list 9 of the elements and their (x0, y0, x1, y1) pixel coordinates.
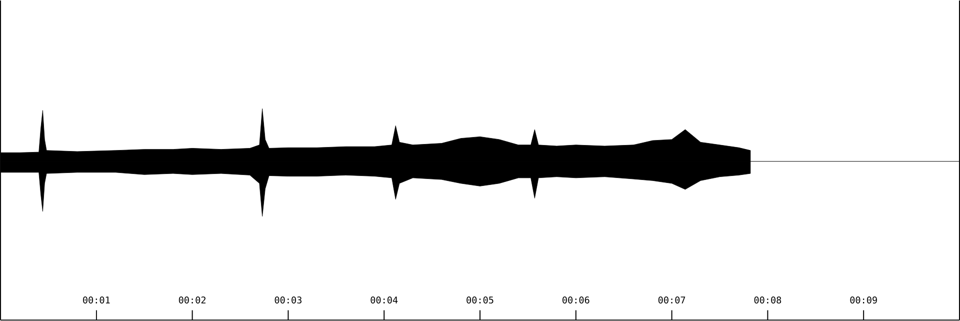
x-tick-label: 00:01 (83, 296, 110, 304)
x-tick-label: 00:02 (178, 296, 206, 304)
x-tick-label: 00:08 (754, 296, 782, 304)
x-tick-label: 00:06 (562, 296, 590, 304)
x-tick-label: 00:04 (370, 296, 398, 304)
x-tick-label: 00:05 (466, 296, 494, 304)
x-tick-label: 00:07 (658, 296, 686, 304)
x-tick-label: 00:03 (274, 296, 302, 304)
x-tick-label: 00:09 (850, 296, 877, 304)
